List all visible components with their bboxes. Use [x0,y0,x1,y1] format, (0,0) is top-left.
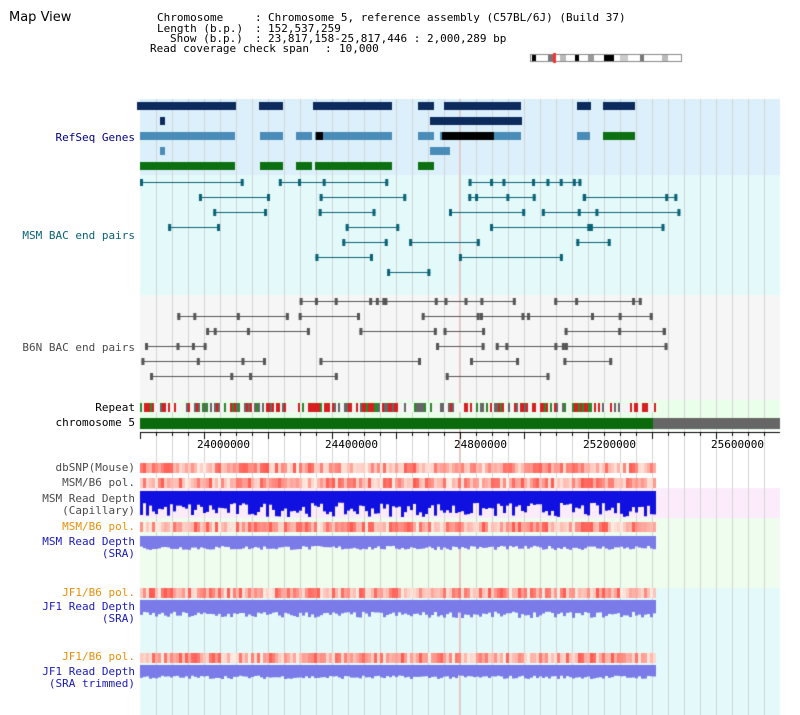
coverage-header-sep: : [325,42,332,55]
track-label-jf1-depth-trimmed-sub: (SRA trimmed) [48,677,135,690]
track-label-msm-depth-capillary-sub: (Capillary) [62,504,135,517]
track-label-jf1-depth-trimmed[interactable]: JF1 Read Depth [42,665,135,678]
track-label-b6n-bac[interactable]: B6N BAC end pairs [22,341,135,354]
show-header-value: 23,817,158-25,817,446 : 2,000,289 bp [268,32,507,45]
track-label-jf1-depth-sra[interactable]: JF1 Read Depth [42,600,135,613]
length-header-value: 152,537,259 [268,22,341,35]
track-label-jf1-b6-pol-1[interactable]: JF1/B6 pol. [62,586,135,599]
ruler-tick-label: 24400000 [325,438,378,451]
track-label-chromosome[interactable]: chromosome 5 [55,416,135,429]
track-label-msm-b6-pol-1[interactable]: MSM/B6 pol. [62,476,135,489]
length-header-label: Length (b.p.) [157,22,244,35]
chromosome-header-label: Chromosome [157,11,224,24]
ruler-tick-label: 25200000 [583,438,636,451]
ruler-tick-label: 24000000 [197,438,250,451]
track-label-msm-bac[interactable]: MSM BAC end pairs [22,229,135,242]
track-label-msm-depth-capillary[interactable]: MSM Read Depth [42,492,135,505]
show-header-label: Show (b.p.) [170,32,243,45]
track-label-msm-depth-sra-sub: (SRA) [101,547,135,560]
track-label-refseq[interactable]: RefSeq Genes [55,131,135,144]
track-label-dbsnp[interactable]: dbSNP(Mouse) [55,461,135,474]
chromosome-header-value: Chromosome 5, reference assembly (C57BL/… [268,11,626,24]
page-title: Map View [9,10,72,25]
track-label-repeat[interactable]: Repeat [95,401,135,414]
track-label-msm-depth-sra[interactable]: MSM Read Depth [42,535,135,548]
coverage-header-value: 10,000 [339,42,379,55]
chromosome-header-sep: : [255,11,262,24]
show-header-sep: : [255,32,262,45]
coverage-header-label: Read coverage check span [150,42,309,55]
length-header-sep: : [255,22,262,35]
ruler-tick-label: 24800000 [454,438,507,451]
track-label-jf1-b6-pol-2[interactable]: JF1/B6 pol. [62,650,135,663]
track-label-jf1-depth-sra-sub: (SRA) [101,612,135,625]
ruler-tick-label: 25600000 [711,438,764,451]
track-label-msm-b6-pol-2[interactable]: MSM/B6 pol. [62,520,135,533]
